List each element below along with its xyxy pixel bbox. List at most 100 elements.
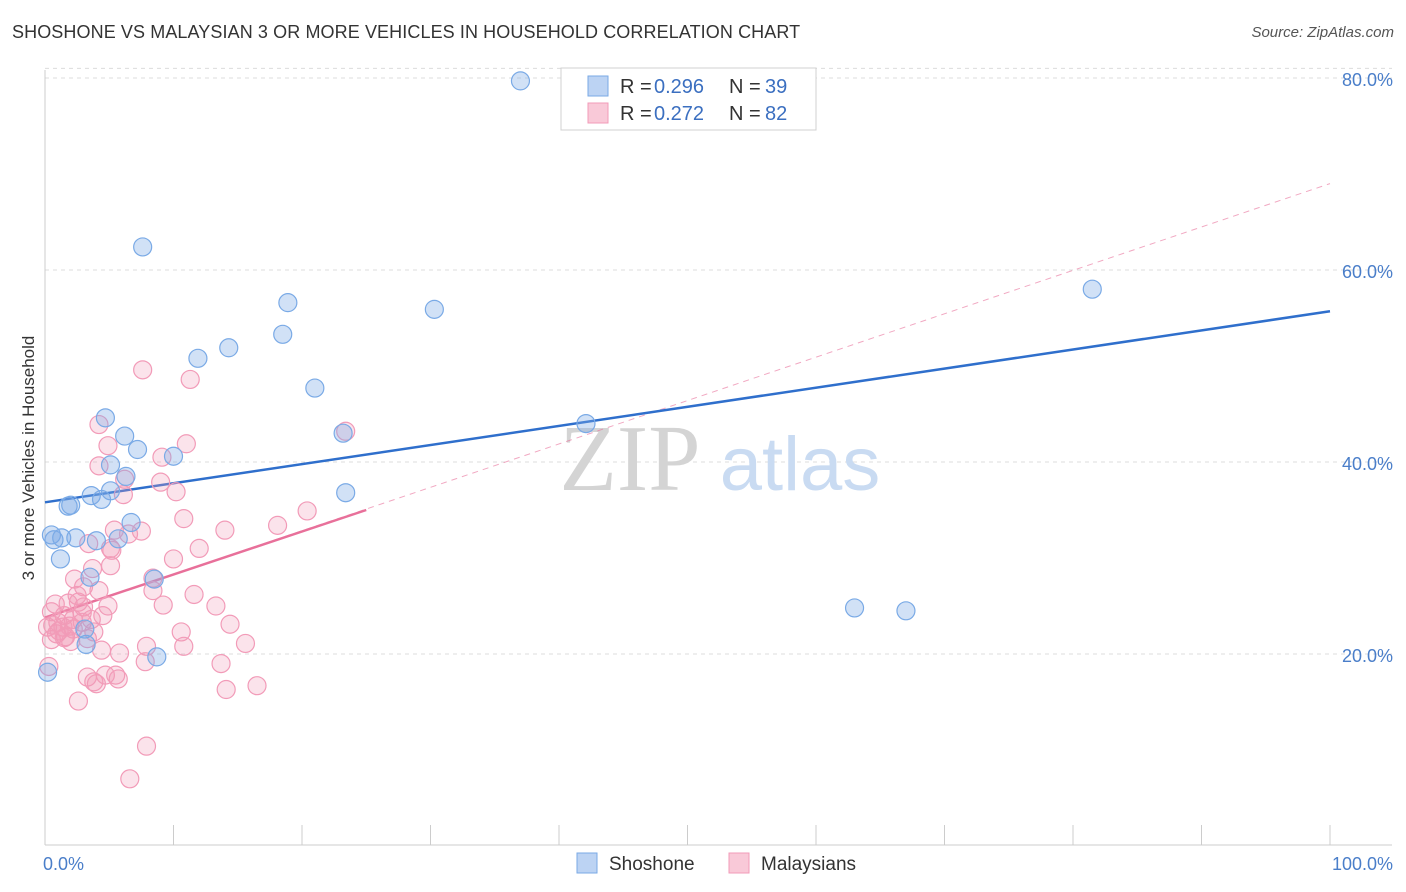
legend-series: Shoshone Malaysians bbox=[576, 852, 856, 875]
shoshone-point-37 bbox=[896, 601, 916, 621]
malaysians-point-69 bbox=[247, 676, 267, 696]
grid-lines bbox=[45, 67, 1392, 655]
shoshone-point-3 bbox=[219, 338, 239, 358]
shoshone-point-13 bbox=[100, 455, 121, 475]
shoshone-points bbox=[37, 71, 1102, 682]
malaysians-point-72 bbox=[120, 769, 140, 789]
malaysians-point-36 bbox=[153, 595, 173, 615]
legend-swatch-shoshone bbox=[587, 75, 609, 97]
malaysians-point-35 bbox=[98, 596, 118, 616]
malaysians-point-29 bbox=[184, 584, 204, 605]
shoshone-point-33 bbox=[75, 619, 95, 639]
malaysians-point-61 bbox=[39, 656, 59, 677]
malaysians-point-78 bbox=[61, 631, 81, 652]
legend-n-malaysians: 82 bbox=[765, 103, 787, 125]
bottom-legend-swatch-shoshone bbox=[576, 852, 598, 874]
malaysians-point-71 bbox=[136, 736, 157, 756]
malaysians-point-79 bbox=[93, 605, 113, 626]
malaysians-point-60 bbox=[211, 653, 231, 674]
shoshone-point-2 bbox=[188, 348, 208, 368]
bottom-legend-swatch-malaysians bbox=[728, 852, 750, 874]
shoshone-point-21 bbox=[61, 495, 81, 515]
shoshone-point-18 bbox=[81, 486, 101, 506]
shoshone-point-35 bbox=[147, 647, 167, 667]
shoshone-point-0 bbox=[510, 71, 531, 91]
legend-stats: R = 0.296 N = 39 R = 0.272 N = 82 bbox=[560, 67, 817, 131]
legend-r-label-malaysians: R = bbox=[620, 103, 652, 125]
y-tick-80: 80.0% bbox=[1342, 70, 1393, 90]
shoshone-point-32 bbox=[144, 569, 164, 589]
malaysians-point-68 bbox=[216, 679, 236, 700]
malaysians-point-55 bbox=[174, 636, 194, 656]
y-axis-label: 3 or more Vehicles in Household bbox=[19, 336, 38, 581]
malaysians-point-77 bbox=[59, 616, 80, 636]
malaysians-point-0 bbox=[133, 360, 153, 380]
malaysians-point-27 bbox=[89, 581, 109, 601]
shoshone-point-30 bbox=[50, 549, 71, 569]
watermark: ZIP atlas bbox=[560, 407, 881, 511]
shoshone-point-19 bbox=[91, 489, 112, 510]
malaysians-point-54 bbox=[136, 636, 157, 656]
malaysians-point-76 bbox=[43, 615, 63, 635]
y-tick-40: 40.0% bbox=[1342, 454, 1393, 474]
shoshone-point-34 bbox=[76, 634, 96, 655]
malaysians-point-81 bbox=[189, 538, 209, 559]
shoshone-point-15 bbox=[333, 423, 353, 443]
shoshone-point-22 bbox=[336, 483, 356, 503]
legend-n-label-shoshone: N = bbox=[729, 76, 761, 98]
shoshone-trend-line bbox=[44, 310, 1331, 504]
legend-swatch-malaysians bbox=[587, 102, 609, 124]
shoshone-point-10 bbox=[115, 426, 135, 446]
chart-title: SHOSHONE VS MALAYSIAN 3 OR MORE VEHICLES… bbox=[12, 22, 801, 42]
shoshone-point-25 bbox=[44, 530, 64, 550]
malaysians-point-5 bbox=[98, 436, 118, 456]
malaysians-point-80 bbox=[102, 540, 122, 560]
bottom-legend-shoshone: Shoshone bbox=[609, 854, 695, 875]
malaysians-point-1 bbox=[180, 369, 200, 390]
source-label: Source: ZipAtlas.com bbox=[1251, 24, 1394, 41]
malaysians-point-10 bbox=[166, 482, 186, 502]
shoshone-point-31 bbox=[80, 567, 100, 587]
malaysians-point-37 bbox=[206, 596, 226, 616]
malaysians-point-49 bbox=[220, 614, 240, 634]
malaysians-point-65 bbox=[108, 669, 128, 689]
malaysians-point-48 bbox=[171, 622, 191, 642]
legend-n-shoshone: 39 bbox=[765, 76, 787, 98]
shoshone-point-4 bbox=[278, 293, 298, 313]
trend-lines bbox=[44, 183, 1331, 619]
shoshone-point-14 bbox=[116, 466, 136, 486]
shoshone-point-1 bbox=[133, 237, 153, 257]
malaysians-point-74 bbox=[72, 603, 92, 623]
malaysians-point-17 bbox=[215, 520, 235, 540]
malaysians-point-22 bbox=[163, 549, 184, 569]
y-tick-60: 60.0% bbox=[1342, 262, 1393, 282]
shoshone-point-9 bbox=[95, 408, 115, 428]
malaysians-point-67 bbox=[86, 674, 107, 694]
bottom-legend-malaysians: Malaysians bbox=[761, 854, 856, 875]
legend-n-label-malaysians: N = bbox=[729, 103, 761, 125]
x-tick-labels: 0.0% 100.0% bbox=[43, 854, 1393, 874]
legend-r-malaysians: 0.272 bbox=[654, 103, 704, 125]
malaysians-point-56 bbox=[235, 633, 256, 654]
malaysians-points bbox=[37, 360, 356, 789]
shoshone-point-5 bbox=[273, 324, 293, 344]
watermark-zip: ZIP bbox=[560, 407, 701, 511]
malaysians-point-19 bbox=[118, 524, 139, 544]
shoshone-point-28 bbox=[86, 531, 107, 551]
shoshone-point-29 bbox=[108, 529, 128, 549]
shoshone-point-38 bbox=[37, 662, 58, 682]
shoshone-point-11 bbox=[127, 439, 148, 460]
watermark-atlas: atlas bbox=[720, 422, 881, 507]
y-tick-20: 20.0% bbox=[1342, 646, 1393, 666]
shoshone-point-12 bbox=[163, 446, 184, 466]
x-tick-0: 0.0% bbox=[43, 854, 84, 874]
malaysians-point-57 bbox=[109, 643, 130, 663]
shoshone-point-26 bbox=[52, 528, 72, 548]
legend-r-label-shoshone: R = bbox=[620, 76, 652, 98]
axes bbox=[44, 70, 1392, 846]
malaysians-point-14 bbox=[267, 515, 288, 535]
malaysians-point-70 bbox=[68, 691, 89, 711]
shoshone-point-6 bbox=[424, 299, 444, 319]
y-tick-labels: 20.0% 40.0% 60.0% 80.0% bbox=[1342, 70, 1393, 666]
